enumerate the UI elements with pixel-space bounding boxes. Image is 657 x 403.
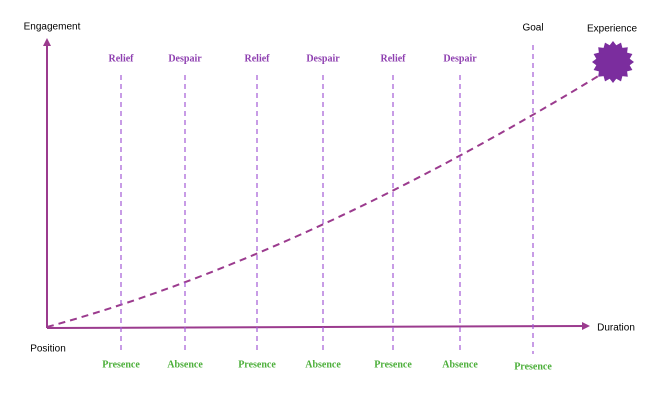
bottom-label: Presence <box>102 359 140 370</box>
top-label: Relief <box>381 53 407 64</box>
bottom-label: Presence <box>238 359 276 370</box>
top-label: Relief <box>109 53 135 64</box>
bottom-label: Absence <box>442 359 478 370</box>
bottom-label: Absence <box>167 359 203 370</box>
top-label: Relief <box>245 53 271 64</box>
y-axis-label: Engagement <box>24 22 81 33</box>
experience-burst <box>592 41 634 83</box>
bottom-label: Presence <box>514 361 552 372</box>
top-label: Despair <box>168 53 202 64</box>
bottom-label: Absence <box>305 359 341 370</box>
trend-curve <box>46 74 601 328</box>
goal-label: Goal <box>522 23 543 34</box>
x-axis <box>46 322 590 331</box>
top-label: Despair <box>306 53 340 64</box>
bottom-label: Presence <box>374 359 412 370</box>
top-label: Despair <box>443 53 477 64</box>
endpoint-label: Experience <box>587 24 637 35</box>
origin-label: Position <box>30 344 66 355</box>
x-axis-label: Duration <box>597 323 635 334</box>
